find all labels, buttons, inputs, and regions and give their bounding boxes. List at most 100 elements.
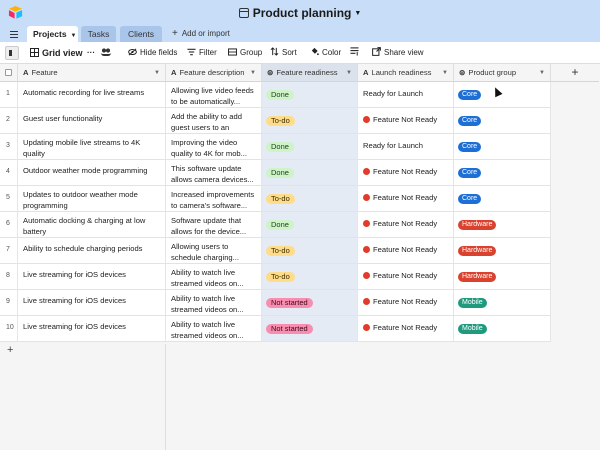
row-number-cell[interactable]: 6 [0, 212, 18, 238]
feature-cell[interactable]: Updates to outdoor weather mode programm… [18, 186, 166, 212]
column-header-launch-readiness[interactable]: A Launch readiness ▼ [358, 64, 454, 82]
chevron-down-icon[interactable]: ▼ [250, 70, 256, 76]
product-group-cell[interactable]: Core [454, 82, 551, 108]
chevron-down-icon[interactable]: ▼ [442, 70, 448, 76]
feature-readiness-cell[interactable]: Not started [262, 290, 358, 316]
row-number-cell[interactable]: 5 [0, 186, 18, 212]
row-number-cell[interactable]: 4 [0, 160, 18, 186]
launch-readiness-cell[interactable]: Feature Not Ready [358, 264, 454, 290]
row-number-cell[interactable]: 9 [0, 290, 18, 316]
chevron-down-icon[interactable]: ▼ [346, 70, 352, 76]
row-number-cell[interactable]: 2 [0, 108, 18, 134]
feature-cell[interactable]: Outdoor weather mode programming [18, 160, 166, 186]
feature-description-cell[interactable]: Increased improvements to camera's softw… [166, 186, 262, 212]
view-toolbar: Grid view ··· Hide fields Filter Group S… [0, 42, 600, 64]
feature-readiness-cell[interactable]: Done [262, 212, 358, 238]
status-badge: To-do [266, 116, 295, 126]
hide-fields-button[interactable]: Hide fields [128, 47, 177, 59]
text-field-icon: A [23, 68, 29, 77]
group-button[interactable]: Group [228, 47, 262, 59]
feature-readiness-cell[interactable]: To-do [262, 108, 358, 134]
feature-description-cell[interactable]: This software update allows camera devic… [166, 160, 262, 186]
feature-description-cell[interactable]: Add the ability to add guest users to an… [166, 108, 262, 134]
feature-description-cell[interactable]: Ability to watch live streamed videos on… [166, 316, 262, 342]
filter-button[interactable]: Filter [187, 47, 217, 59]
product-group-cell[interactable]: Hardware [454, 238, 551, 264]
base-title[interactable]: Product planning ▼ [0, 6, 600, 20]
feature-cell[interactable]: Automatic recording for live streams [18, 82, 166, 108]
feature-text: Live streaming for iOS devices [23, 296, 126, 305]
feature-readiness-cell[interactable]: To-do [262, 264, 358, 290]
launch-readiness-cell[interactable]: Feature Not Ready [358, 290, 454, 316]
menu-icon[interactable] [10, 31, 18, 39]
row-number-cell[interactable]: 10 [0, 316, 18, 342]
tab-clients[interactable]: Clients [120, 26, 162, 42]
chevron-down-icon[interactable]: ▼ [154, 70, 160, 76]
column-header-feature-description[interactable]: A Feature description ▼ [166, 64, 262, 82]
launch-readiness-cell[interactable]: Feature Not Ready [358, 212, 454, 238]
product-group-cell[interactable]: Core [454, 108, 551, 134]
feature-cell[interactable]: Guest user functionality [18, 108, 166, 134]
product-group-cell[interactable]: Core [454, 186, 551, 212]
view-switcher[interactable]: Grid view [30, 47, 83, 59]
row-number-cell[interactable]: 8 [0, 264, 18, 290]
feature-description-cell[interactable]: Software update that allows for the devi… [166, 212, 262, 238]
row-number-cell[interactable]: 3 [0, 134, 18, 160]
tab-projects[interactable]: Projects ▼ [27, 26, 78, 42]
add-field-button[interactable]: + [551, 64, 599, 82]
feature-description-cell[interactable]: Allowing live video feeds to be automati… [166, 82, 262, 108]
product-group-cell[interactable]: Mobile [454, 316, 551, 342]
launch-readiness-cell[interactable]: Feature Not Ready [358, 316, 454, 342]
feature-cell[interactable]: Updating mobile live streams to 4K quali… [18, 134, 166, 160]
column-header-product-group[interactable]: ⊜ Product group ▼ [454, 64, 551, 82]
feature-description-cell[interactable]: Allowing users to schedule charging... [166, 238, 262, 264]
column-header-feature[interactable]: A Feature ▼ [18, 64, 166, 82]
feature-readiness-cell[interactable]: Not started [262, 316, 358, 342]
feature-readiness-cell[interactable]: To-do [262, 238, 358, 264]
sidebar-toggle-icon[interactable] [5, 46, 19, 60]
product-group-cell[interactable]: Hardware [454, 264, 551, 290]
launch-readiness-cell[interactable]: Feature Not Ready [358, 238, 454, 264]
row-number-cell[interactable]: 7 [0, 238, 18, 264]
share-icon [372, 47, 381, 56]
row-height-button[interactable] [350, 47, 362, 59]
column-header-feature-readiness[interactable]: ⊜ Feature readiness ▼ [262, 64, 358, 82]
feature-description-cell[interactable]: Ability to watch live streamed videos on… [166, 264, 262, 290]
sort-button[interactable]: Sort [270, 47, 297, 59]
feature-description-cell[interactable]: Ability to watch live streamed videos on… [166, 290, 262, 316]
launch-readiness-cell[interactable]: Feature Not Ready [358, 186, 454, 212]
launch-readiness-cell[interactable]: Ready for Launch [358, 134, 454, 160]
feature-readiness-cell[interactable]: Done [262, 82, 358, 108]
launch-readiness-cell[interactable]: Ready for Launch [358, 82, 454, 108]
checkbox-icon[interactable] [5, 69, 12, 76]
color-button[interactable]: Color [310, 47, 341, 59]
launch-readiness-cell[interactable]: Feature Not Ready [358, 108, 454, 134]
feature-readiness-cell[interactable]: Done [262, 160, 358, 186]
product-group-cell[interactable]: Hardware [454, 212, 551, 238]
add-row-button[interactable]: + [7, 344, 14, 356]
feature-cell[interactable]: Automatic docking & charging at low batt… [18, 212, 166, 238]
feature-cell[interactable]: Live streaming for iOS devices [18, 290, 166, 316]
feature-cell[interactable]: Live streaming for iOS devices [18, 316, 166, 342]
product-group-cell[interactable]: Core [454, 134, 551, 160]
tab-tasks[interactable]: Tasks [81, 26, 116, 42]
description-text: Ability to watch live streamed videos on… [171, 320, 244, 340]
feature-cell[interactable]: Ability to schedule charging periods [18, 238, 166, 264]
add-or-import-button[interactable]: + Add or import [172, 28, 230, 39]
feature-readiness-cell[interactable]: To-do [262, 186, 358, 212]
chevron-down-icon[interactable]: ▼ [70, 33, 77, 39]
launch-readiness-cell[interactable]: Feature Not Ready [358, 160, 454, 186]
row-number-cell[interactable]: 1 [0, 82, 18, 108]
feature-description-cell[interactable]: Improving the video quality to 4K for mo… [166, 134, 262, 160]
product-group-cell[interactable]: Mobile [454, 290, 551, 316]
feature-cell[interactable]: Live streaming for iOS devices [18, 264, 166, 290]
select-all-checkbox-cell[interactable] [0, 64, 18, 82]
share-view-button[interactable]: Share view [372, 47, 424, 59]
airtable-logo-icon[interactable] [8, 5, 23, 20]
collaborators-button[interactable] [101, 47, 114, 59]
feature-readiness-cell[interactable]: Done [262, 134, 358, 160]
product-group-cell[interactable]: Core [454, 160, 551, 186]
chevron-down-icon[interactable]: ▼ [539, 70, 545, 76]
row-number: 1 [6, 90, 10, 97]
more-options-button[interactable]: ··· [87, 48, 95, 57]
